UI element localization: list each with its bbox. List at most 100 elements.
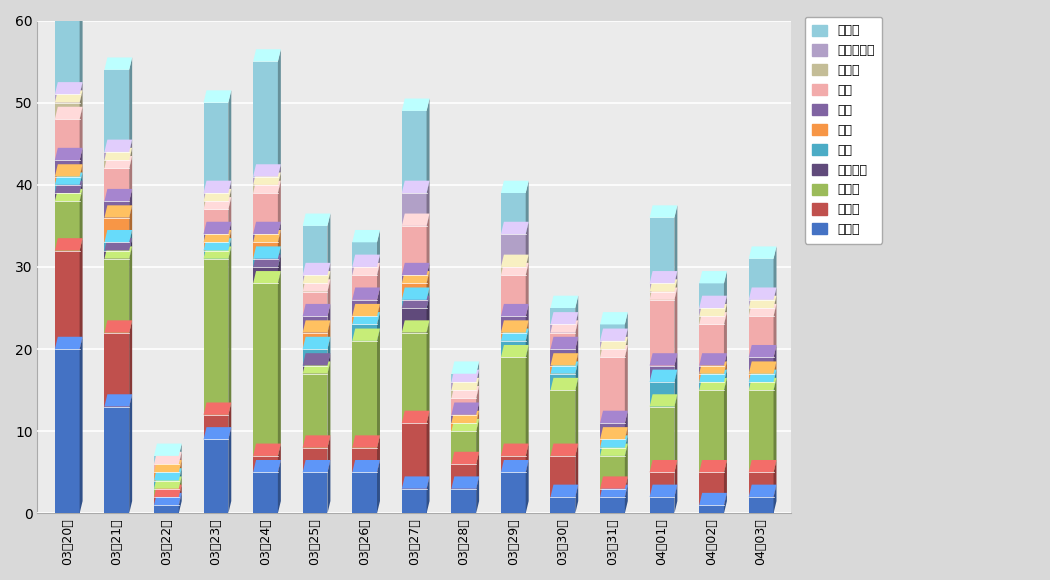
Polygon shape (402, 213, 429, 226)
Bar (204, 259, 228, 415)
Polygon shape (55, 148, 83, 160)
Bar (452, 374, 476, 382)
Polygon shape (80, 107, 83, 160)
Bar (501, 472, 526, 513)
Bar (253, 267, 278, 284)
Polygon shape (377, 230, 380, 267)
Polygon shape (278, 181, 280, 234)
Polygon shape (352, 436, 380, 448)
Polygon shape (501, 304, 528, 316)
Polygon shape (154, 485, 182, 497)
Bar (699, 284, 723, 308)
Polygon shape (278, 172, 280, 193)
Polygon shape (723, 493, 727, 513)
Polygon shape (674, 369, 677, 407)
Polygon shape (228, 181, 231, 201)
Bar (650, 472, 674, 497)
Polygon shape (650, 394, 677, 407)
Bar (600, 349, 625, 357)
Bar (501, 456, 526, 472)
Polygon shape (774, 378, 777, 472)
Bar (749, 308, 774, 316)
Polygon shape (526, 304, 528, 333)
Bar (402, 226, 426, 275)
Polygon shape (402, 99, 429, 111)
Bar (501, 333, 526, 341)
Polygon shape (328, 263, 331, 284)
Polygon shape (501, 222, 528, 234)
Polygon shape (600, 345, 628, 357)
Polygon shape (129, 394, 132, 513)
Polygon shape (674, 288, 677, 365)
Polygon shape (452, 386, 479, 398)
Polygon shape (129, 148, 132, 168)
Bar (204, 209, 228, 234)
Polygon shape (575, 485, 579, 513)
Bar (402, 300, 426, 308)
Bar (302, 226, 328, 275)
Polygon shape (575, 312, 579, 333)
Polygon shape (302, 320, 331, 333)
Polygon shape (204, 230, 231, 242)
Polygon shape (302, 353, 331, 365)
Bar (204, 415, 228, 440)
Bar (452, 423, 476, 432)
Polygon shape (600, 444, 628, 456)
Polygon shape (625, 345, 628, 423)
Polygon shape (129, 246, 132, 333)
Polygon shape (774, 369, 777, 390)
Bar (352, 316, 377, 324)
Polygon shape (774, 485, 777, 513)
Bar (452, 464, 476, 489)
Polygon shape (550, 320, 579, 333)
Polygon shape (600, 436, 628, 448)
Bar (55, 251, 80, 349)
Polygon shape (154, 493, 182, 505)
Bar (302, 374, 328, 448)
Polygon shape (253, 164, 280, 176)
Bar (501, 267, 526, 275)
Bar (452, 432, 476, 464)
Bar (699, 505, 723, 513)
Polygon shape (723, 271, 727, 308)
Polygon shape (699, 460, 727, 472)
Polygon shape (253, 460, 280, 472)
Polygon shape (476, 452, 479, 489)
Polygon shape (426, 296, 429, 333)
Polygon shape (625, 411, 628, 440)
Bar (204, 103, 228, 193)
Polygon shape (204, 90, 231, 103)
Polygon shape (278, 271, 280, 456)
Polygon shape (600, 411, 628, 423)
Polygon shape (178, 460, 182, 480)
Polygon shape (228, 238, 231, 259)
Polygon shape (55, 90, 83, 103)
Polygon shape (129, 57, 132, 152)
Polygon shape (228, 90, 231, 193)
Polygon shape (526, 345, 528, 456)
Bar (352, 267, 377, 275)
Polygon shape (328, 361, 331, 448)
Polygon shape (328, 279, 331, 316)
Bar (154, 489, 178, 497)
Bar (104, 218, 129, 242)
Polygon shape (104, 156, 132, 168)
Polygon shape (526, 222, 528, 267)
Polygon shape (452, 411, 479, 423)
Bar (699, 316, 723, 324)
Polygon shape (476, 476, 479, 513)
Bar (452, 390, 476, 398)
Polygon shape (129, 205, 132, 242)
Polygon shape (278, 230, 280, 259)
Polygon shape (749, 304, 777, 316)
Polygon shape (302, 337, 331, 349)
Polygon shape (501, 255, 528, 267)
Bar (749, 472, 774, 497)
Polygon shape (625, 444, 628, 489)
Polygon shape (426, 271, 429, 300)
Legend: その他, アレルギー, 泌尿器, 精神, 整形, 代謝, 外傷, 中枢神経, 呼吸器, 消化器, 循環器: その他, アレルギー, 泌尿器, 精神, 整形, 代謝, 外傷, 中枢神経, 呼… (804, 17, 882, 244)
Bar (501, 357, 526, 456)
Polygon shape (228, 222, 231, 242)
Bar (253, 472, 278, 513)
Polygon shape (352, 460, 380, 472)
